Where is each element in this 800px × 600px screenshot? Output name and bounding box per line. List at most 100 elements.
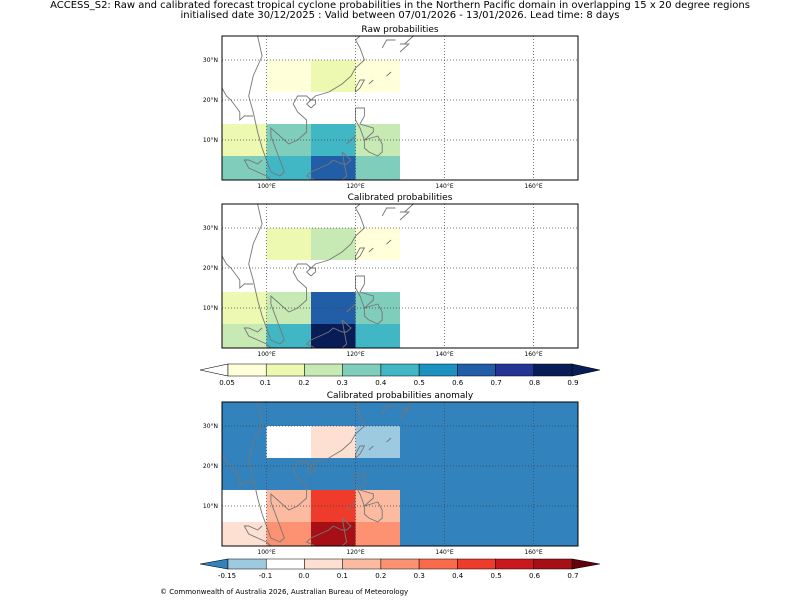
probability-cell [355, 426, 400, 458]
probability-cell [311, 426, 356, 458]
lat-tick-label: 30°N [203, 57, 218, 64]
probability-cell [355, 292, 400, 324]
colorbar-tick-label: 0.1 [337, 572, 348, 580]
coastline [404, 401, 414, 411]
coastline [221, 87, 254, 122]
coastline [381, 405, 396, 415]
colorbar-tick-label: 0.6 [452, 379, 464, 387]
coastline [404, 35, 414, 45]
map-frame [221, 401, 579, 547]
lat-tick-label: 30°N [203, 423, 218, 430]
coastline [305, 465, 316, 475]
colorbar-over-arrow [571, 558, 601, 570]
colorbar-tick-label: 0.7 [567, 572, 578, 580]
probability-cell [266, 426, 311, 458]
figure-title-line1: ACCESS_S2: Raw and calibrated forecast t… [50, 0, 750, 11]
panel-title: Calibrated probabilities anomaly [327, 391, 474, 401]
lon-tick-label: 160°E [524, 183, 542, 190]
lon-tick-label: 140°E [435, 549, 453, 556]
coastline [386, 71, 392, 77]
lat-tick-label: 20°N [203, 463, 218, 470]
lat-tick-label: 20°N [203, 265, 218, 272]
coastline [381, 39, 396, 49]
colorbar-swatch [227, 363, 267, 377]
coastline [368, 247, 374, 253]
coastline [368, 445, 374, 451]
colorbar-tick-label: 0.0 [298, 572, 309, 580]
coastline [248, 203, 365, 345]
probability-cell [355, 124, 400, 156]
colorbar-tick-label: 0.2 [375, 572, 386, 580]
coastline [363, 303, 383, 325]
colorbar-under-arrow [199, 558, 229, 570]
colorbar-tick-label: 0.1 [260, 379, 271, 387]
coastline [355, 445, 366, 459]
copyright-footer: © Commonwealth of Australia 2026, Austra… [160, 588, 409, 596]
lon-tick-label: 140°E [435, 183, 453, 190]
lon-tick-label: 100°E [257, 351, 275, 358]
colorbar-swatch [495, 558, 535, 570]
probability-cell [355, 228, 400, 260]
coastline [381, 207, 396, 217]
colorbar-tick-label: 0.05 [219, 379, 235, 387]
coastline [243, 327, 272, 349]
colorbar-anomaly [199, 558, 601, 570]
colorbar-under-arrow [199, 363, 229, 377]
probability-cell [266, 324, 311, 348]
colorbar-tick-label: 0.4 [452, 572, 464, 580]
colorbar-swatch [533, 363, 573, 377]
map-frame [221, 35, 579, 181]
probability-cell [222, 490, 267, 522]
lon-tick-label: 120°E [346, 549, 364, 556]
colorbar-tick-label: 0.7 [491, 379, 502, 387]
map-frame [221, 203, 579, 349]
lat-tick-label: 10°N [203, 137, 218, 144]
coastline [221, 453, 254, 488]
map-panel-1 [221, 35, 579, 181]
colorbar-swatch [227, 558, 267, 570]
panel-title: Calibrated probabilities [348, 193, 453, 203]
coastline [368, 79, 374, 85]
colorbar-swatch [457, 363, 496, 377]
colorbar-tick-label: -0.15 [218, 572, 236, 580]
lon-tick-label: 140°E [435, 351, 453, 358]
colorbar-tick-label: 0.5 [414, 379, 425, 387]
panel-title: Raw probabilities [361, 25, 439, 35]
colorbar-over-arrow [571, 363, 601, 377]
coastline [355, 473, 374, 507]
probability-cell [355, 60, 400, 92]
colorbar-probability [199, 363, 601, 377]
lon-tick-label: 100°E [257, 549, 275, 556]
colorbar-tick-label: 0.3 [337, 379, 348, 387]
colorbar-tick-label: 0.4 [375, 379, 387, 387]
probability-cell [355, 324, 400, 348]
probability-cell [266, 522, 311, 546]
probability-cell [355, 490, 400, 522]
map-panel-3 [221, 401, 579, 547]
coastline [221, 255, 254, 290]
coastline [386, 239, 392, 245]
colorbar-swatch [380, 558, 420, 570]
probability-cell [266, 60, 311, 92]
coastline [404, 203, 414, 213]
coastline [355, 247, 366, 261]
coastline [363, 501, 383, 523]
coastline [243, 525, 272, 547]
probability-cell [266, 228, 311, 260]
colorbar-swatch [265, 363, 305, 377]
colorbar-swatch [418, 558, 458, 570]
probability-cell [311, 228, 356, 260]
colorbar-tick-label: 0.2 [298, 379, 309, 387]
lat-tick-label: 10°N [203, 305, 218, 312]
colorbar-tick-label: 0.5 [491, 572, 502, 580]
colorbar-swatch [342, 558, 382, 570]
lon-tick-label: 120°E [346, 351, 364, 358]
colorbar-tick-label: 0.6 [529, 572, 541, 580]
coastline [355, 79, 366, 93]
colorbar-tick-label: 0.8 [529, 379, 540, 387]
coastline [355, 275, 374, 309]
coastline [243, 159, 272, 181]
probability-cell [355, 156, 400, 180]
lon-tick-label: 160°E [524, 351, 542, 358]
